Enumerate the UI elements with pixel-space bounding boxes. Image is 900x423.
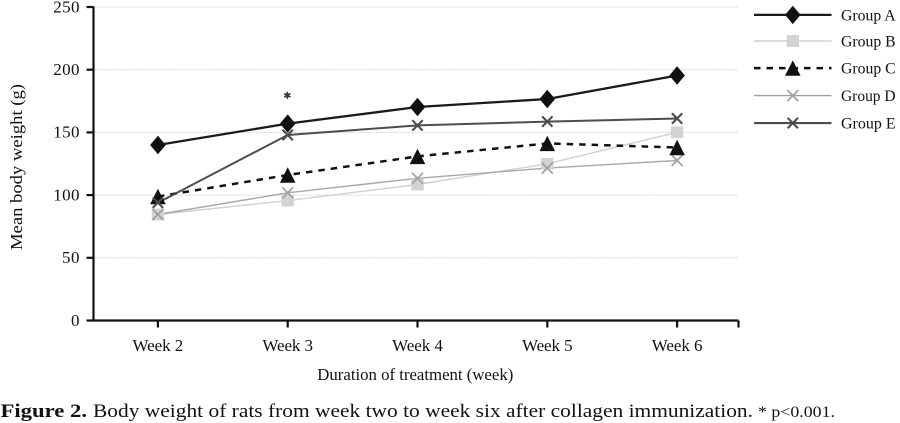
svg-text:150: 150	[53, 123, 79, 142]
svg-text:100: 100	[53, 185, 79, 204]
svg-text:Group E: Group E	[841, 116, 896, 133]
svg-text:Group D: Group D	[841, 88, 896, 105]
svg-text:0: 0	[71, 311, 80, 330]
svg-text:250: 250	[53, 0, 79, 16]
svg-text:Group A: Group A	[841, 7, 896, 24]
svg-text:Duration of treatment (week): Duration of treatment (week)	[317, 365, 513, 384]
svg-text:* p<0.001.: * p<0.001.	[758, 404, 835, 421]
svg-text:Body weight of rats from week: Body weight of rats from week two to wee…	[93, 402, 753, 422]
svg-text:200: 200	[53, 60, 79, 79]
svg-text:Group B: Group B	[841, 34, 896, 51]
svg-text:Group C: Group C	[841, 61, 896, 78]
svg-text:Mean body weight (g): Mean body weight (g)	[7, 84, 26, 250]
svg-text:Week 6: Week 6	[652, 336, 703, 355]
svg-text:Week 5: Week 5	[522, 336, 573, 355]
svg-text:Week 4: Week 4	[392, 336, 443, 355]
svg-text:50: 50	[62, 248, 80, 267]
svg-text:Week 3: Week 3	[262, 336, 313, 355]
svg-text:Week 2: Week 2	[133, 336, 184, 355]
svg-text:Figure 2.: Figure 2.	[1, 402, 88, 422]
